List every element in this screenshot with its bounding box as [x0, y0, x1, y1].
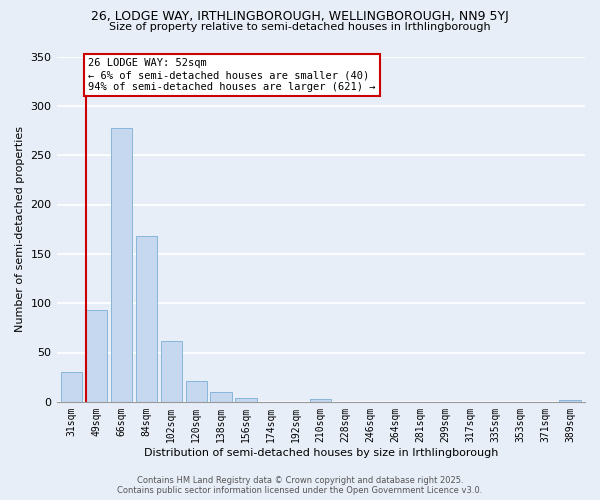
Bar — [161, 340, 182, 402]
Bar — [235, 398, 257, 402]
Y-axis label: Number of semi-detached properties: Number of semi-detached properties — [15, 126, 25, 332]
Text: Size of property relative to semi-detached houses in Irthlingborough: Size of property relative to semi-detach… — [109, 22, 491, 32]
Text: Contains HM Land Registry data © Crown copyright and database right 2025.
Contai: Contains HM Land Registry data © Crown c… — [118, 476, 482, 495]
Bar — [559, 400, 581, 402]
Bar — [136, 236, 157, 402]
Bar — [61, 372, 82, 402]
Bar — [86, 310, 107, 402]
Bar — [185, 381, 207, 402]
Bar — [211, 392, 232, 402]
X-axis label: Distribution of semi-detached houses by size in Irthlingborough: Distribution of semi-detached houses by … — [143, 448, 498, 458]
Bar — [310, 399, 331, 402]
Text: 26, LODGE WAY, IRTHLINGBOROUGH, WELLINGBOROUGH, NN9 5YJ: 26, LODGE WAY, IRTHLINGBOROUGH, WELLINGB… — [91, 10, 509, 23]
Bar — [111, 128, 132, 402]
Text: 26 LODGE WAY: 52sqm
← 6% of semi-detached houses are smaller (40)
94% of semi-de: 26 LODGE WAY: 52sqm ← 6% of semi-detache… — [88, 58, 376, 92]
